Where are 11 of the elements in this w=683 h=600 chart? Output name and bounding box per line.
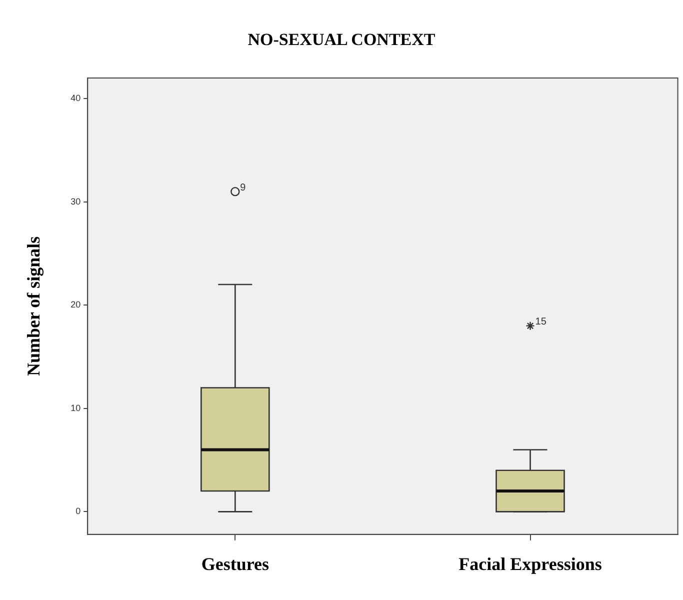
y-tick-label: 40 [70,93,81,104]
y-axis-title: Number of signals [23,236,44,376]
y-tick-label: 10 [70,402,81,413]
annotation: 9 [240,182,246,194]
chart-title: NO-SEXUAL CONTEXT [246,30,436,50]
annotation: 15 [535,316,547,328]
y-tick-label: 30 [70,196,81,206]
x-tick-label: Gestures [201,554,269,574]
y-tick-label: 20 [70,300,81,310]
x-tick-label: Facial Expressions [458,554,602,574]
y-tick-label: 0 [76,506,81,516]
